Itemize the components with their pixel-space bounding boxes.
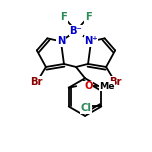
Text: F: F <box>85 12 91 22</box>
Text: O: O <box>84 81 93 91</box>
Text: Br: Br <box>31 77 43 87</box>
Text: Me: Me <box>100 82 115 91</box>
Text: Br: Br <box>109 77 121 87</box>
Text: F: F <box>61 12 67 22</box>
Text: Cl: Cl <box>81 103 92 113</box>
Text: N⁺: N⁺ <box>84 36 98 46</box>
Text: B⁻: B⁻ <box>70 26 82 36</box>
Text: N: N <box>57 36 65 46</box>
